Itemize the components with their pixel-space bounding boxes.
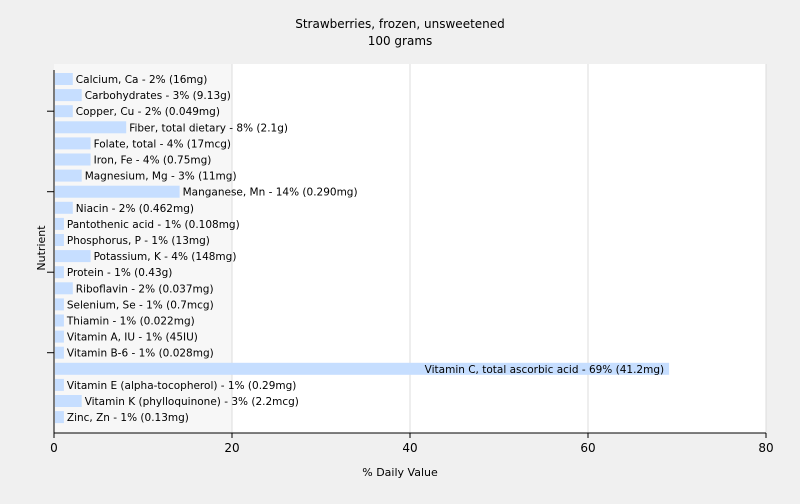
data-label: Selenium, Se - 1% (0.7mcg) [67,299,214,311]
x-tick-label: 80 [758,441,773,455]
bar [55,330,64,343]
data-label: Riboflavin - 2% (0.037mg) [76,283,214,295]
data-label: Vitamin E (alpha-tocopherol) - 1% (0.29m… [67,380,297,392]
data-label: Thiamin - 1% (0.022mg) [66,316,195,328]
bar [55,314,64,327]
data-label: Potassium, K - 4% (148mg) [94,251,237,263]
chart-title: Strawberries, frozen, unsweetened [295,17,505,31]
bar [55,201,73,214]
data-label: Calcium, Ca - 2% (16mg) [76,74,208,86]
y-axis-label: Nutrient [35,225,48,271]
x-tick-label: 0 [50,441,58,455]
bar [55,153,91,166]
data-label: Copper, Cu - 2% (0.049mg) [76,106,220,118]
bar [55,378,64,391]
data-label: Folate, total - 4% (17mcg) [94,138,231,150]
data-label: Magnesium, Mg - 3% (11mg) [85,171,237,183]
bar [55,346,64,359]
data-label: Vitamin B-6 - 1% (0.028mg) [67,348,214,360]
x-tick-label: 40 [402,441,417,455]
bar [55,395,82,407]
data-label: Protein - 1% (0.43g) [67,267,173,279]
bar [55,121,127,134]
data-label: Vitamin C, total ascorbic acid - 69% (41… [425,364,664,376]
data-label: Carbohydrates - 3% (9.13g) [85,90,231,102]
bar [55,250,91,263]
bar [55,298,64,311]
bar [55,89,82,102]
x-axis-label: % Daily Value [362,466,438,479]
data-label: Vitamin K (phylloquinone) - 3% (2.2mcg) [85,396,299,408]
data-label: Niacin - 2% (0.462mg) [76,203,194,215]
data-label: Iron, Fe - 4% (0.75mg) [94,155,212,167]
x-tick-label: 60 [580,441,595,455]
bar [55,411,64,424]
bar [55,362,670,375]
bar [55,282,73,295]
plot-band [54,64,232,433]
bar [55,234,64,246]
bar [55,137,91,150]
chart-subtitle: 100 grams [368,34,433,48]
data-label: Manganese, Mn - 14% (0.290mg) [183,187,358,199]
data-label: Phosphorus, P - 1% (13mg) [67,235,210,247]
data-label: Zinc, Zn - 1% (0.13mg) [67,412,189,424]
bar [55,266,64,279]
bar [55,105,73,118]
bar [55,185,180,198]
bar [55,73,73,85]
bar [55,169,82,182]
data-label: Fiber, total dietary - 8% (2.1g) [129,122,288,134]
x-tick-label: 20 [224,441,239,455]
data-label: Vitamin A, IU - 1% (45IU) [67,332,198,344]
bar [55,217,64,230]
data-label: Pantothenic acid - 1% (0.108mg) [67,219,240,231]
